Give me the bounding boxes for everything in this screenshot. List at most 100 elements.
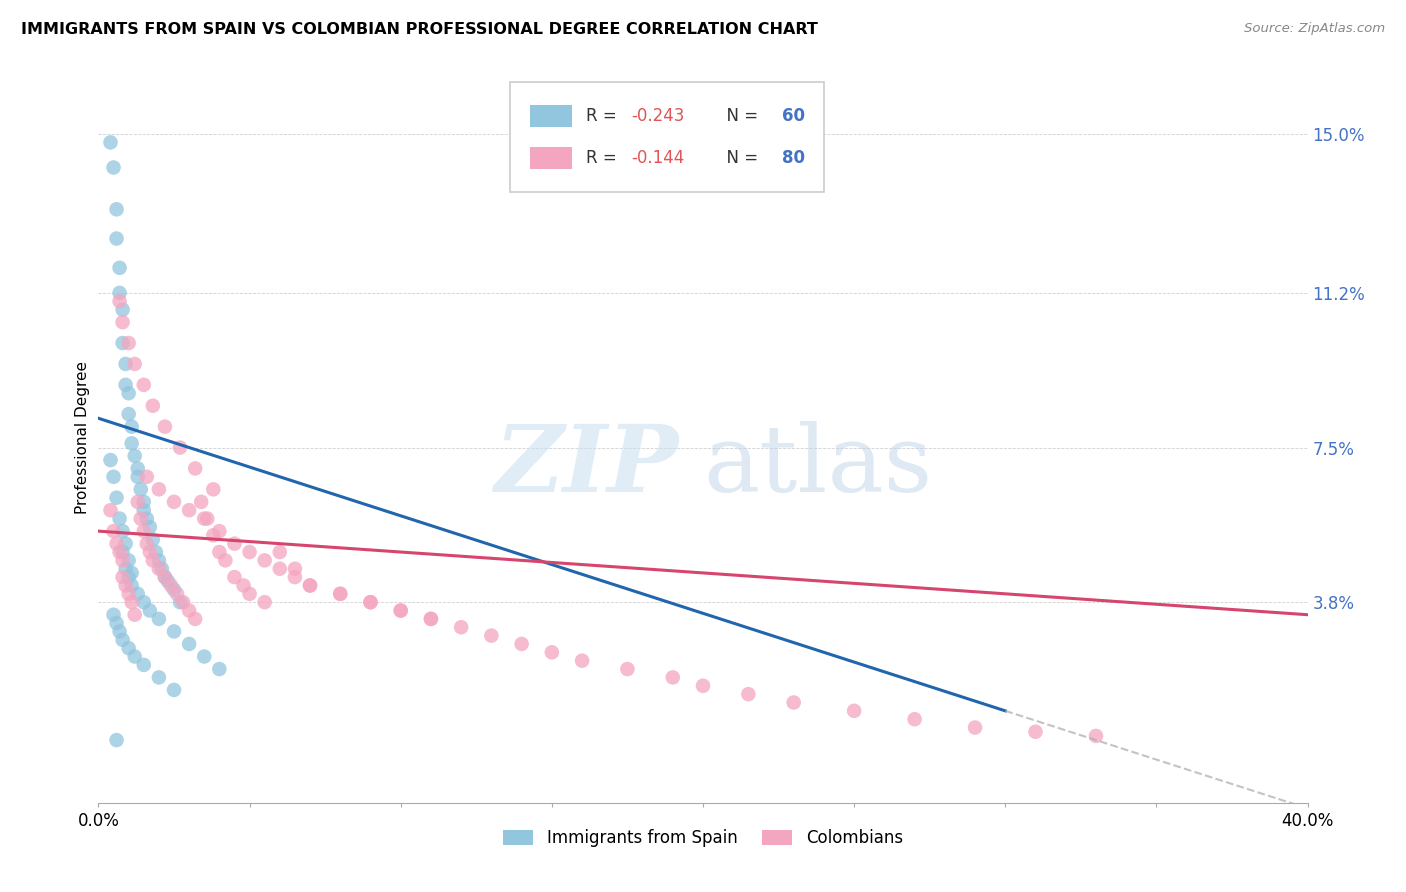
Point: [127, 461, 149, 475]
Point: [121, 595, 143, 609]
Point: [127, 495, 149, 509]
Point: [105, 231, 128, 245]
Point: [239, 587, 262, 601]
Text: N =: N =: [716, 107, 763, 125]
Point: [202, 483, 225, 497]
Point: [139, 520, 162, 534]
Point: [214, 553, 236, 567]
Point: [111, 553, 134, 567]
Point: [163, 582, 186, 597]
Point: [127, 470, 149, 484]
Point: [129, 511, 152, 525]
Text: -0.144: -0.144: [631, 149, 685, 167]
Point: [118, 553, 141, 567]
Point: [232, 578, 254, 592]
Point: [692, 679, 714, 693]
FancyBboxPatch shape: [530, 146, 572, 169]
Point: [111, 336, 134, 351]
Point: [132, 495, 155, 509]
Point: [179, 603, 201, 617]
Text: Source: ZipAtlas.com: Source: ZipAtlas.com: [1244, 22, 1385, 36]
Point: [127, 587, 149, 601]
Point: [135, 536, 157, 550]
Text: atlas: atlas: [703, 421, 932, 511]
FancyBboxPatch shape: [509, 82, 824, 192]
Point: [105, 491, 128, 505]
Point: [118, 587, 141, 601]
Point: [114, 357, 136, 371]
Point: [105, 616, 128, 631]
Point: [111, 302, 134, 317]
Point: [1085, 729, 1108, 743]
Point: [114, 562, 136, 576]
Point: [103, 161, 125, 175]
Point: [148, 562, 170, 576]
Point: [121, 436, 143, 450]
Point: [124, 449, 146, 463]
Point: [150, 562, 173, 576]
Point: [269, 562, 291, 576]
Point: [269, 545, 291, 559]
Point: [108, 285, 131, 300]
Point: [160, 578, 183, 592]
Point: [139, 603, 162, 617]
Point: [124, 607, 146, 622]
Point: [208, 524, 231, 538]
Text: R =: R =: [586, 149, 621, 167]
Point: [105, 202, 128, 217]
Point: [661, 670, 683, 684]
Point: [169, 441, 191, 455]
Point: [420, 612, 443, 626]
Point: [148, 553, 170, 567]
Point: [118, 407, 141, 421]
Point: [121, 578, 143, 592]
Point: [481, 629, 503, 643]
Point: [139, 545, 162, 559]
Point: [108, 624, 131, 639]
Point: [153, 419, 176, 434]
Point: [208, 545, 231, 559]
Point: [253, 595, 276, 609]
Point: [163, 682, 186, 697]
Point: [111, 524, 134, 538]
Text: 80: 80: [782, 149, 804, 167]
Point: [121, 566, 143, 580]
Point: [284, 562, 307, 576]
Point: [163, 624, 186, 639]
Point: [195, 511, 218, 525]
Point: [124, 357, 146, 371]
Point: [299, 578, 322, 592]
Point: [616, 662, 638, 676]
Point: [132, 524, 155, 538]
Point: [202, 528, 225, 542]
Point: [118, 570, 141, 584]
Point: [129, 483, 152, 497]
Point: [224, 570, 246, 584]
Point: [114, 377, 136, 392]
Point: [389, 603, 412, 617]
Point: [360, 595, 382, 609]
Point: [108, 545, 131, 559]
Point: [105, 536, 128, 550]
Point: [114, 578, 136, 592]
Point: [142, 399, 165, 413]
Point: [844, 704, 866, 718]
Point: [299, 578, 322, 592]
Point: [153, 570, 176, 584]
Point: [135, 511, 157, 525]
Point: [329, 587, 352, 601]
Point: [135, 470, 157, 484]
Point: [360, 595, 382, 609]
Point: [179, 503, 201, 517]
Text: -0.243: -0.243: [631, 107, 685, 125]
Point: [142, 533, 165, 547]
Point: [132, 503, 155, 517]
Point: [111, 570, 134, 584]
Point: [904, 712, 927, 726]
Point: [156, 574, 179, 589]
Text: N =: N =: [716, 149, 763, 167]
Point: [148, 483, 170, 497]
Point: [108, 294, 131, 309]
Point: [172, 595, 194, 609]
Text: 60: 60: [782, 107, 804, 125]
